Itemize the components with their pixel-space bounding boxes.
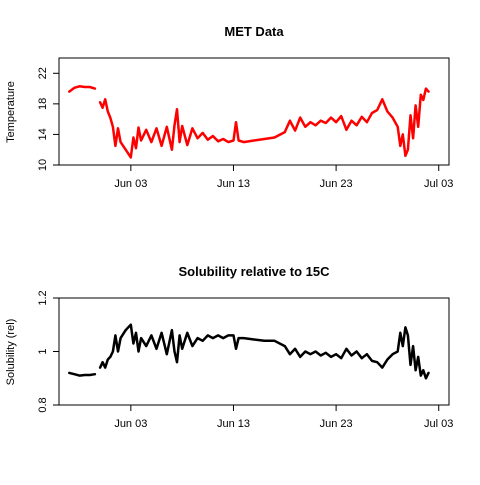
axis-ticks xyxy=(53,72,440,171)
y-tick-label: 10 xyxy=(37,159,49,171)
x-tick-label: Jun 03 xyxy=(114,178,147,190)
y-axis-label: Temperature xyxy=(5,81,17,143)
y-axis-label: Solubility (rel) xyxy=(5,319,17,386)
series-line xyxy=(98,87,430,159)
chart-title: Solubility relative to 15C xyxy=(179,264,331,279)
x-tick-label: Jul 03 xyxy=(424,178,453,190)
series-line xyxy=(68,371,97,377)
x-tick-label: Jun 23 xyxy=(320,418,353,430)
chart-title: MET Data xyxy=(224,24,284,39)
x-tick-label: Jun 03 xyxy=(114,418,147,430)
tick-labels: Jun 03 Jun 13 Jun 23 Jul 03 10 14 18 22 xyxy=(37,67,453,190)
panel-solubility: Solubility relative to 15C Solubility (r… xyxy=(5,264,453,430)
y-tick-label: 18 xyxy=(37,98,49,110)
y-tick-label: 1.2 xyxy=(37,290,49,305)
series-lines xyxy=(68,85,430,159)
plot-frame xyxy=(58,57,450,166)
panel-temperature: MET Data Temperature Jun 03 Jun 13 Jun 23 J… xyxy=(5,24,453,190)
series-line xyxy=(68,85,97,93)
y-tick-label: 0.8 xyxy=(37,397,49,412)
tick-labels: Jun 03 Jun 13 Jun 23 Jul 03 0.8 1 1.2 xyxy=(37,290,453,430)
x-tick-label: Jun 23 xyxy=(320,178,353,190)
x-tick-label: Jun 13 xyxy=(217,178,250,190)
axis-ticks xyxy=(53,297,440,411)
series-line xyxy=(98,323,430,380)
series-lines xyxy=(68,323,430,380)
y-tick-label: 14 xyxy=(37,128,49,140)
y-tick-label: 1 xyxy=(37,348,49,354)
x-tick-label: Jul 03 xyxy=(424,418,453,430)
x-tick-label: Jun 13 xyxy=(217,418,250,430)
y-tick-label: 22 xyxy=(37,67,49,79)
